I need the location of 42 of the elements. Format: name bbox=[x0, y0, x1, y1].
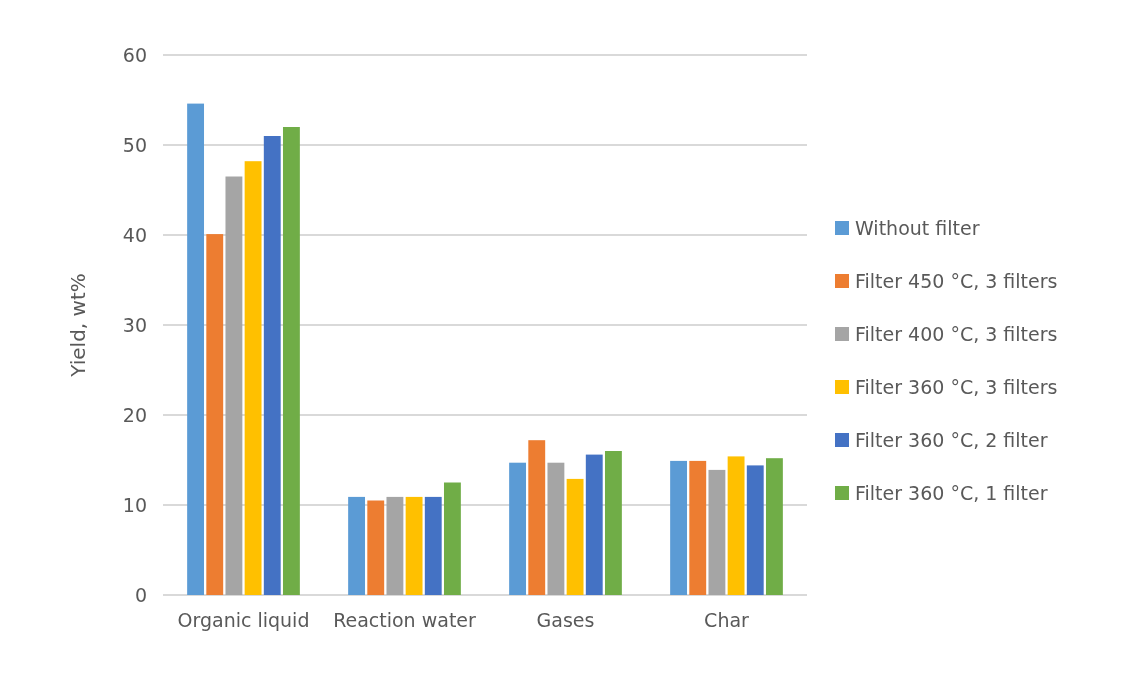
bar bbox=[405, 496, 423, 595]
x-tick-label: Char bbox=[704, 609, 750, 631]
bar bbox=[689, 460, 707, 595]
x-tick-label: Organic liquid bbox=[177, 609, 310, 631]
x-tick-label: Gases bbox=[536, 609, 595, 631]
bar bbox=[225, 176, 243, 595]
bar bbox=[348, 496, 366, 595]
bar bbox=[244, 161, 262, 595]
y-tick-label: 60 bbox=[122, 43, 147, 66]
legend-label: Filter 400 °C, 3 filters bbox=[855, 322, 1058, 345]
bar bbox=[708, 469, 726, 595]
bar bbox=[367, 500, 385, 595]
x-tick-label: Reaction water bbox=[333, 609, 477, 631]
bar bbox=[443, 482, 461, 595]
bar bbox=[509, 462, 527, 595]
bar bbox=[727, 456, 745, 595]
bar bbox=[566, 478, 584, 595]
y-tick-label: 40 bbox=[122, 223, 147, 246]
legend-label: Filter 360 °C, 1 filter bbox=[855, 481, 1048, 504]
bar bbox=[585, 454, 603, 595]
y-tick-label: 0 bbox=[134, 583, 147, 606]
bar bbox=[528, 440, 546, 595]
legend-label: Filter 360 °C, 3 filters bbox=[855, 375, 1058, 398]
legend-label: Filter 450 °C, 3 filters bbox=[855, 269, 1058, 292]
legend-label: Filter 360 °C, 2 filter bbox=[855, 428, 1048, 451]
y-tick-label: 10 bbox=[122, 493, 147, 516]
bar bbox=[206, 234, 224, 595]
y-axis-title: Yield, wt% bbox=[66, 273, 90, 378]
bar bbox=[547, 462, 565, 595]
bar bbox=[670, 460, 688, 595]
legend-label: Without filter bbox=[855, 216, 980, 239]
bar bbox=[765, 458, 783, 595]
bar bbox=[424, 496, 442, 595]
bar bbox=[187, 103, 205, 595]
y-tick-label: 30 bbox=[122, 313, 147, 336]
bar bbox=[263, 136, 281, 595]
bar bbox=[282, 127, 300, 595]
bar bbox=[386, 496, 404, 595]
y-tick-label: 20 bbox=[122, 403, 147, 426]
y-tick-label: 50 bbox=[122, 133, 147, 156]
bar bbox=[746, 465, 764, 595]
bar bbox=[604, 451, 622, 595]
